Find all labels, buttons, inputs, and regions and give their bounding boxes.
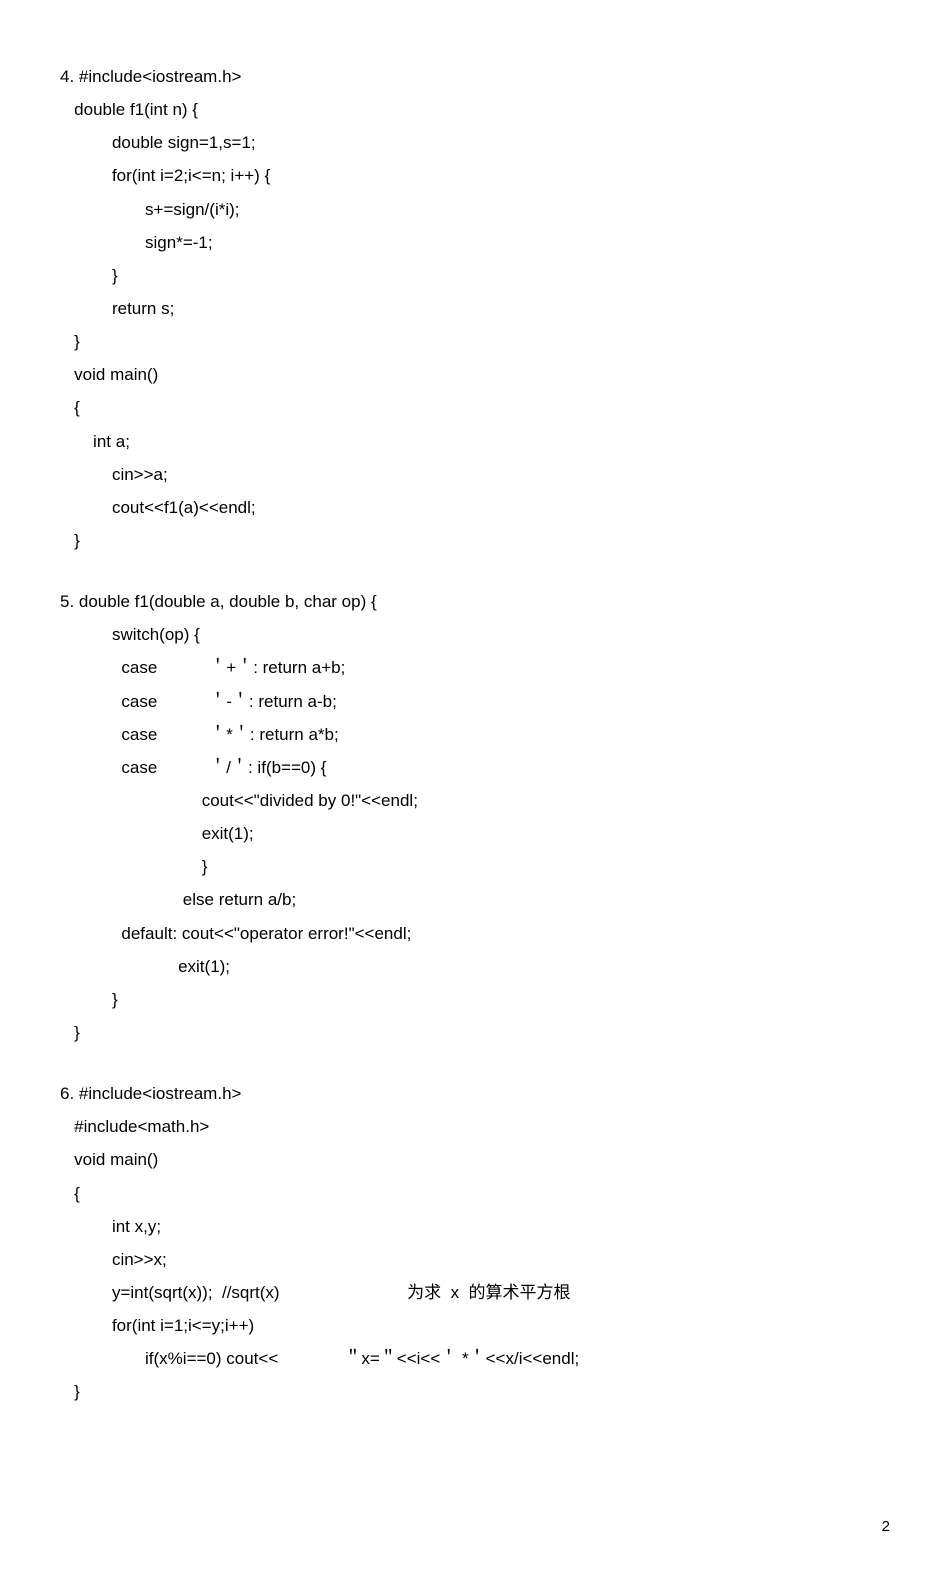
code-line: double f1(int n) { — [60, 93, 890, 126]
code-line: else return a/b; — [60, 883, 890, 916]
code-line: 5. double f1(double a, double b, char op… — [60, 585, 890, 618]
code-line: cout<<"divided by 0!"<<endl; — [60, 784, 890, 817]
code-line: } — [60, 1016, 890, 1049]
code-line: } — [60, 524, 890, 557]
code-line: } — [60, 850, 890, 883]
code-line: { — [60, 1177, 890, 1210]
code-line: } — [60, 259, 890, 292]
page-number: 2 — [882, 1512, 890, 1541]
code-line: 4. #include<iostream.h> — [60, 60, 890, 93]
code-line: int x,y; — [60, 1210, 890, 1243]
code-line: double sign=1,s=1; — [60, 126, 890, 159]
code-line: for(int i=1;i<=y;i++) — [60, 1309, 890, 1342]
code-line: s+=sign/(i*i); — [60, 193, 890, 226]
code-line: exit(1); — [60, 950, 890, 983]
code-line: return s; — [60, 292, 890, 325]
code-line: void main() — [60, 358, 890, 391]
code-line: cin>>x; — [60, 1243, 890, 1276]
code-line: void main() — [60, 1143, 890, 1176]
code-line: #include<math.h> — [60, 1110, 890, 1143]
code-block-6: 6. #include<iostream.h> #include<math.h>… — [60, 1077, 890, 1408]
code-line: switch(op) { — [60, 618, 890, 651]
code-line: case ＇-＇: return a-b; — [60, 685, 890, 718]
code-block-5: 5. double f1(double a, double b, char op… — [60, 585, 890, 1049]
code-line: default: cout<<"operator error!"<<endl; — [60, 917, 890, 950]
code-line: int a; — [60, 425, 890, 458]
code-line: if(x%i==0) cout<< ＂x=＂<<i<<＇ *＇<<x/i<<en… — [60, 1342, 890, 1375]
code-line: case ＇*＇: return a*b; — [60, 718, 890, 751]
code-line: 6. #include<iostream.h> — [60, 1077, 890, 1110]
code-line: y=int(sqrt(x)); //sqrt(x) 为求 x 的算术平方根 — [60, 1276, 890, 1309]
code-line: cout<<f1(a)<<endl; — [60, 491, 890, 524]
code-line: { — [60, 391, 890, 424]
code-line: } — [60, 1375, 890, 1408]
code-line: } — [60, 325, 890, 358]
code-line: sign*=-1; — [60, 226, 890, 259]
code-line: cin>>a; — [60, 458, 890, 491]
code-line: case ＇/＇: if(b==0) { — [60, 751, 890, 784]
code-block-4: 4. #include<iostream.h> double f1(int n)… — [60, 60, 890, 557]
code-line: exit(1); — [60, 817, 890, 850]
code-line: for(int i=2;i<=n; i++) { — [60, 159, 890, 192]
code-line: case ＇+＇: return a+b; — [60, 651, 890, 684]
code-line: } — [60, 983, 890, 1016]
